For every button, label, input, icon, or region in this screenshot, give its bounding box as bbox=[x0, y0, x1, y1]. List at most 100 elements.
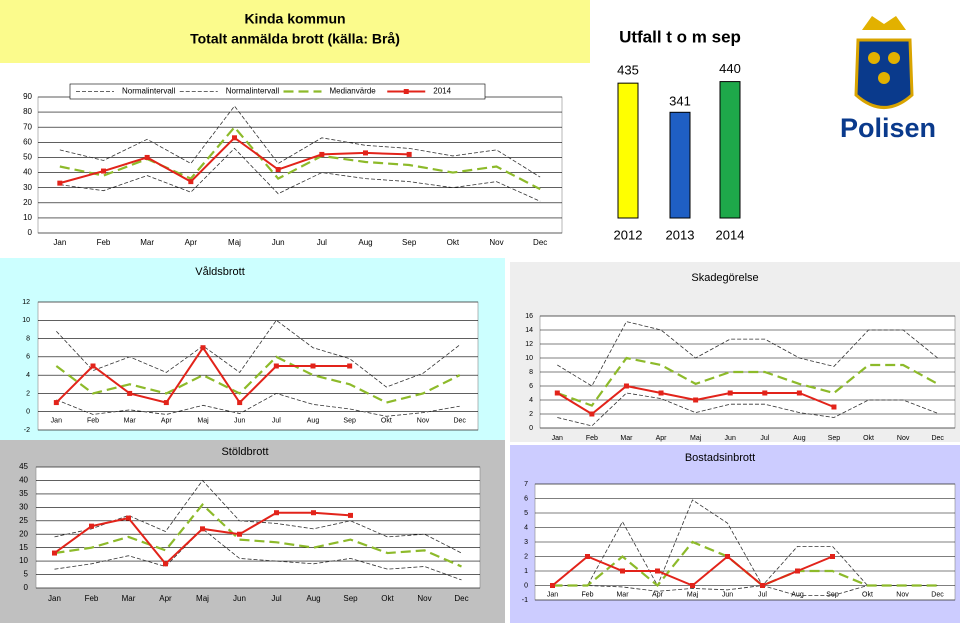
x-tick-label: Jul bbox=[317, 238, 327, 247]
x-tick-label: Okt bbox=[862, 591, 873, 598]
data-point bbox=[690, 583, 695, 588]
legend-label: Medianvärde bbox=[330, 87, 377, 96]
y-tick-label: 20 bbox=[23, 198, 32, 207]
y-tick-label: -2 bbox=[24, 427, 30, 434]
x-tick-label: Feb bbox=[97, 238, 111, 247]
plot-area bbox=[37, 96, 563, 234]
series-line bbox=[54, 479, 462, 554]
x-tick-label: Nov bbox=[417, 594, 431, 603]
y-tick-label: 10 bbox=[525, 355, 533, 362]
series-line bbox=[54, 528, 462, 581]
chart-title: Stöldbrott bbox=[221, 446, 268, 458]
data-point bbox=[550, 583, 555, 588]
x-tick-label: Jul bbox=[271, 594, 281, 603]
x-tick-label: Okt bbox=[381, 594, 394, 603]
series-line bbox=[59, 105, 541, 178]
data-point bbox=[144, 154, 150, 160]
x-tick-label: Apr bbox=[185, 238, 198, 247]
x-tick-label: Dec bbox=[533, 238, 547, 247]
legend-marker bbox=[403, 89, 409, 94]
y-tick-label: 0 bbox=[26, 409, 30, 416]
logo-crown-small bbox=[888, 52, 900, 64]
y-tick-label: 0 bbox=[28, 228, 33, 237]
y-tick-label: 8 bbox=[26, 335, 30, 342]
data-point bbox=[795, 568, 800, 574]
data-point bbox=[200, 345, 206, 351]
y-tick-label: 45 bbox=[19, 462, 28, 471]
legend-label: Normalintervall bbox=[226, 87, 280, 96]
x-tick-label: 2012 bbox=[614, 227, 643, 242]
x-tick-label: Maj bbox=[197, 418, 209, 425]
x-tick-label: Dec bbox=[453, 418, 466, 425]
data-point bbox=[348, 512, 353, 518]
y-tick-label: 0 bbox=[524, 582, 528, 589]
data-point bbox=[796, 390, 802, 396]
data-point bbox=[406, 151, 412, 157]
x-tick-label: Nov bbox=[896, 591, 909, 598]
data-point bbox=[554, 390, 560, 396]
x-tick-label: Jul bbox=[758, 591, 767, 598]
series-line bbox=[59, 125, 541, 191]
x-tick-label: Nov bbox=[417, 418, 430, 425]
x-tick-label: Jan bbox=[53, 238, 66, 247]
data-point bbox=[319, 151, 325, 157]
y-tick-label: 80 bbox=[23, 107, 32, 116]
x-tick-label: Okt bbox=[381, 418, 392, 425]
logo-crown bbox=[862, 16, 906, 30]
value-label: 440 bbox=[719, 61, 741, 76]
y-tick-label: 15 bbox=[19, 543, 28, 552]
x-tick-label: Sep bbox=[343, 418, 356, 425]
x-tick-label: Jun bbox=[233, 594, 246, 603]
x-tick-label: 2013 bbox=[666, 227, 695, 242]
x-tick-label: Feb bbox=[586, 435, 598, 442]
y-tick-label: 5 bbox=[524, 510, 528, 517]
x-tick-label: Jun bbox=[725, 435, 736, 442]
logo-text: Polisen bbox=[840, 113, 936, 143]
x-tick-label: Feb bbox=[85, 594, 99, 603]
data-point bbox=[274, 510, 279, 516]
series-line bbox=[55, 355, 461, 404]
data-point bbox=[762, 390, 768, 396]
y-tick-label: 0 bbox=[529, 425, 533, 432]
y-tick-label: -1 bbox=[522, 597, 528, 604]
bar bbox=[617, 82, 639, 219]
y-tick-label: 4 bbox=[26, 372, 30, 379]
data-point bbox=[760, 583, 765, 588]
y-tick-label: 12 bbox=[525, 341, 533, 348]
series-line bbox=[557, 321, 938, 387]
y-tick-label: 6 bbox=[26, 354, 30, 361]
y-tick-label: 6 bbox=[524, 495, 528, 502]
data-point bbox=[237, 400, 243, 406]
y-tick-label: 6 bbox=[529, 383, 533, 390]
chart-title: Våldsbrott bbox=[195, 266, 245, 278]
series-line bbox=[56, 319, 460, 388]
y-tick-label: 50 bbox=[23, 153, 32, 162]
x-tick-label: Aug bbox=[358, 238, 372, 247]
y-tick-label: 30 bbox=[23, 183, 32, 192]
x-tick-label: Dec bbox=[454, 594, 468, 603]
y-tick-label: 25 bbox=[19, 516, 28, 525]
x-tick-label: Okt bbox=[447, 238, 460, 247]
series-line bbox=[56, 392, 460, 417]
y-tick-label: 10 bbox=[19, 556, 28, 565]
x-tick-label: Maj bbox=[690, 435, 702, 442]
data-point bbox=[163, 561, 168, 567]
y-tick-label: 10 bbox=[22, 317, 30, 324]
x-tick-label: Jun bbox=[272, 238, 285, 247]
logo-crown-small bbox=[868, 52, 880, 64]
x-tick-label: Jun bbox=[722, 591, 733, 598]
y-tick-label: 40 bbox=[23, 168, 32, 177]
legend-label: Normalintervall bbox=[122, 87, 176, 96]
x-tick-label: Mar bbox=[620, 435, 633, 442]
x-tick-label: Apr bbox=[656, 435, 668, 442]
x-tick-label: Jul bbox=[272, 418, 281, 425]
data-point bbox=[127, 390, 133, 396]
x-tick-label: Nov bbox=[489, 238, 503, 247]
chart-title: Bostadsinbrott bbox=[685, 452, 755, 464]
y-tick-label: 12 bbox=[22, 299, 30, 306]
x-tick-label: Apr bbox=[652, 591, 664, 598]
x-tick-label: Mar bbox=[616, 591, 629, 598]
x-tick-label: Apr bbox=[159, 594, 172, 603]
data-point bbox=[90, 363, 96, 369]
